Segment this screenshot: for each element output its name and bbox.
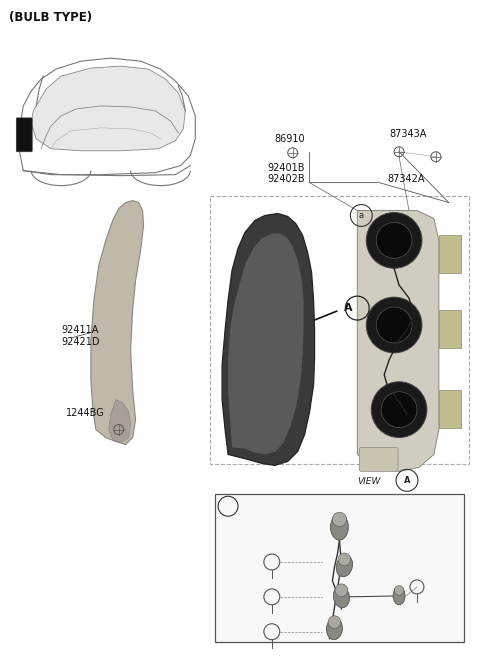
- Circle shape: [335, 584, 348, 597]
- Ellipse shape: [333, 586, 349, 607]
- Text: (BULB TYPE): (BULB TYPE): [9, 11, 93, 24]
- Circle shape: [371, 382, 427, 438]
- Ellipse shape: [330, 514, 348, 540]
- Text: A: A: [344, 303, 353, 313]
- Circle shape: [376, 222, 412, 258]
- Circle shape: [328, 616, 341, 628]
- Polygon shape: [222, 213, 314, 465]
- Text: VIEW: VIEW: [357, 478, 381, 486]
- Text: 92401B: 92401B: [268, 163, 305, 173]
- Text: 86910: 86910: [275, 134, 305, 144]
- Text: 92450A: 92450A: [311, 501, 348, 511]
- Polygon shape: [109, 400, 131, 443]
- Text: A: A: [404, 476, 410, 485]
- Text: 18643D: 18643D: [426, 591, 464, 601]
- Circle shape: [376, 307, 412, 343]
- Ellipse shape: [326, 618, 342, 640]
- Text: 92411A: 92411A: [61, 325, 98, 335]
- Text: 92421D: 92421D: [61, 337, 99, 347]
- Text: 18644A: 18644A: [238, 552, 275, 562]
- Polygon shape: [228, 234, 304, 455]
- Polygon shape: [91, 201, 144, 445]
- Circle shape: [366, 297, 422, 353]
- Polygon shape: [357, 211, 439, 472]
- Circle shape: [366, 213, 422, 268]
- FancyBboxPatch shape: [439, 390, 461, 428]
- Ellipse shape: [336, 555, 353, 577]
- FancyBboxPatch shape: [439, 310, 461, 348]
- FancyBboxPatch shape: [360, 447, 398, 472]
- Text: 87342A: 87342A: [387, 174, 425, 184]
- FancyBboxPatch shape: [439, 236, 461, 274]
- Text: a: a: [226, 502, 230, 511]
- Ellipse shape: [393, 587, 405, 605]
- Text: 18644A: 18644A: [238, 624, 275, 634]
- Circle shape: [332, 512, 347, 527]
- FancyBboxPatch shape: [16, 118, 32, 152]
- Text: 92402B: 92402B: [268, 174, 305, 184]
- Text: a: a: [359, 211, 364, 220]
- Polygon shape: [31, 66, 185, 151]
- FancyBboxPatch shape: [215, 494, 464, 642]
- Circle shape: [381, 392, 417, 428]
- Circle shape: [338, 553, 351, 565]
- Text: 18644A: 18644A: [238, 588, 275, 598]
- Circle shape: [394, 586, 404, 595]
- Text: 87343A: 87343A: [389, 129, 427, 139]
- Text: 1244BG: 1244BG: [66, 407, 105, 418]
